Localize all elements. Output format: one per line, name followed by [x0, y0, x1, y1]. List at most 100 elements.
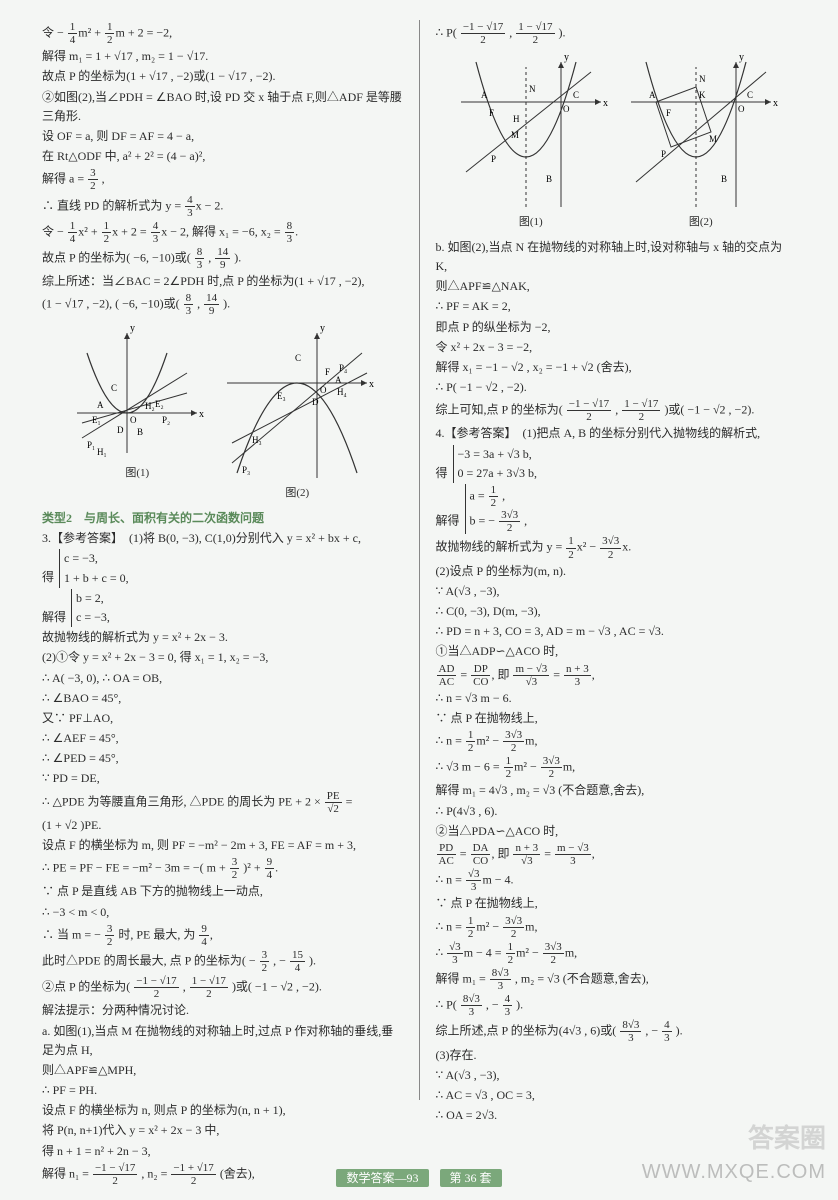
svg-text:N: N: [699, 74, 706, 84]
text-line: ∴ PF = PH.: [42, 1081, 403, 1100]
text-line: ②当△PDA∽△ACO 时,: [436, 822, 797, 841]
svg-text:O: O: [320, 385, 327, 395]
text-line: 解得 x₁ = −1 − √2 , x₂ = −1 + √2 (舍去),: [436, 358, 797, 377]
svg-text:P₁: P₁: [87, 440, 95, 450]
text-line: (1 − √17 , −2), ( −6, −10)或( 83 , 149 ).: [42, 292, 403, 317]
svg-text:O: O: [738, 104, 745, 114]
svg-text:H₂: H₂: [145, 401, 155, 411]
text-line: ∴ PD = n + 3, CO = 3, AD = m − √3 , AC =…: [436, 622, 797, 641]
svg-text:y: y: [130, 323, 135, 334]
text-line: ∴ √33m − 4 = 12m² − 3√32m,: [436, 941, 797, 966]
text-line: 解法提示：分两种情况讨论.: [42, 1001, 403, 1020]
figure-caption: 图(2): [217, 485, 377, 503]
parabola-diagram-icon: y x O A F M H N C B P: [451, 52, 611, 212]
svg-text:C: C: [111, 383, 117, 393]
figure-pair-left: y x A O C D B P₁ P₂ E₂ E₁ H₂ H₁ 图(1): [42, 323, 403, 503]
text-line: ∴ OA = 2√3.: [436, 1106, 797, 1125]
text-line: 此时△PDE 的周长最大, 点 P 的坐标为( − 32 , − 154 ).: [42, 949, 403, 974]
figure-2: y x O A F K N C B M P 图(2): [621, 52, 781, 232]
page-columns: 令 − 14m² + 12m + 2 = −2, 解得 m₁ = 1 + √17…: [0, 0, 838, 1140]
parabola-diagram-icon: y x O C D E₃ F H₃ H₄ P₃ P₄ A: [217, 323, 377, 483]
text-line: (2)设点 P 的坐标为(m, n).: [436, 562, 797, 581]
svg-text:P: P: [661, 149, 666, 159]
svg-text:C: C: [747, 90, 753, 100]
svg-text:A: A: [97, 400, 104, 410]
svg-text:F: F: [489, 108, 494, 118]
svg-text:N: N: [529, 84, 536, 94]
watermark-cn: 答案圈: [748, 1118, 826, 1160]
svg-text:M: M: [709, 134, 717, 144]
section-heading: 类型2 与周长、面积有关的二次函数问题: [42, 509, 403, 528]
figure-caption: 图(1): [451, 214, 611, 232]
text-line: ∴ PF = AK = 2,: [436, 297, 797, 316]
svg-text:D: D: [117, 425, 124, 435]
text-line: 设点 F 的横坐标为 n, 则点 P 的坐标为(n, n + 1),: [42, 1101, 403, 1120]
svg-text:B: B: [546, 174, 552, 184]
svg-text:B: B: [721, 174, 727, 184]
svg-text:H₄: H₄: [337, 387, 347, 397]
svg-text:D: D: [312, 397, 319, 407]
svg-text:A: A: [649, 90, 656, 100]
text-line: ∵ 点 P 在抛物线上,: [436, 709, 797, 728]
text-line: ADAC = DPCO, 即 m − √3√3 = n + 33,: [436, 663, 797, 688]
text-line: ∴ 直线 PD 的解析式为 y = 43x − 2.: [42, 194, 403, 219]
text-line: 即点 P 的纵坐标为 −2,: [436, 318, 797, 337]
text-line: ∴ n = 12m² − 3√32m,: [436, 915, 797, 940]
svg-text:F: F: [666, 108, 671, 118]
text-line: ∵ 点 P 在抛物线上,: [436, 894, 797, 913]
text-line: 故抛物线的解析式为 y = 12x² − 3√32x.: [436, 535, 797, 560]
svg-text:H₁: H₁: [97, 447, 107, 457]
text-line: ∵ A(√3 , −3),: [436, 582, 797, 601]
text-line: 得 n + 1 = n² + 2n − 3,: [42, 1142, 403, 1161]
text-line: ∴ C(0, −3), D(m, −3),: [436, 602, 797, 621]
svg-text:K: K: [699, 90, 706, 100]
svg-text:P₃: P₃: [242, 465, 250, 475]
text-line: 故点 P 的坐标为(1 + √17 , −2)或(1 − √17 , −2).: [42, 67, 403, 86]
figure-pair-right: y x O A F M H N C B P 图(1): [436, 52, 797, 232]
text-line: 解得 b = 2, c = −3,: [42, 589, 403, 627]
text-line: ∴ ∠AEF = 45°,: [42, 729, 403, 748]
text-line: 在 Rt△ODF 中, a² + 2² = (4 − a)²,: [42, 147, 403, 166]
svg-text:H₃: H₃: [252, 435, 262, 445]
svg-text:E₃: E₃: [277, 391, 286, 401]
text-line: 故点 P 的坐标为( −6, −10)或( 83 , 149 ).: [42, 246, 403, 271]
text-line: 得 −3 = 3a + √3 b, 0 = 27a + 3√3 b,: [436, 445, 797, 483]
text-line: 设点 F 的横坐标为 m, 则 PF = −m² − 2m + 3, FE = …: [42, 836, 403, 855]
text-line: 综上可知,点 P 的坐标为( −1 − √172 , 1 − √172 )或( …: [436, 398, 797, 423]
text-line: ②点 P 的坐标为( −1 − √172 , 1 − √172 )或( −1 −…: [42, 975, 403, 1000]
text-line: ∴ AC = √3 , OC = 3,: [436, 1086, 797, 1105]
text-line: ∴ n = √3 m − 6.: [436, 689, 797, 708]
text-line: 则△APF≌△MPH,: [42, 1061, 403, 1080]
text-line: ∴ ∠PED = 45°,: [42, 749, 403, 768]
text-line: a. 如图(1),当点 M 在抛物线的对称轴上时,过点 P 作对称轴的垂线,垂足…: [42, 1022, 403, 1060]
svg-text:x: x: [369, 379, 374, 390]
text-line: 令 x² + 2x − 3 = −2,: [436, 338, 797, 357]
text-line: 综上所述：当∠BAC = 2∠PDH 时,点 P 的坐标为(1 + √17 , …: [42, 272, 403, 291]
text-line: 解得 a = 32 ,: [42, 167, 403, 192]
column-divider: [419, 20, 420, 1100]
text-line: ∴ △PDE 为等腰直角三角形, △PDE 的周长为 PE + 2 × PE√2…: [42, 790, 403, 815]
text-line: ①当△ADP∽△ACO 时,: [436, 642, 797, 661]
watermark-en: WWW.MXQE.COM: [642, 1156, 826, 1188]
figure-caption: 图(1): [67, 465, 207, 483]
right-column: ∴ P( −1 − √172 , 1 − √172 ). y x O A F M: [424, 20, 809, 1100]
text-line: (1 + √2 )PE.: [42, 816, 403, 835]
figure-2: y x O C D E₃ F H₃ H₄ P₃ P₄ A 图(2): [217, 323, 377, 503]
text-line: 综上所述,点 P 的坐标为(4√3 , 6)或( 8√33 , − 43 ).: [436, 1019, 797, 1044]
parabola-diagram-icon: y x O A F K N C B M P: [621, 52, 781, 212]
svg-text:C: C: [573, 90, 579, 100]
text-line: 解得 a = 12 , b = − 3√32 ,: [436, 484, 797, 534]
text-line: ∴ PE = PF − FE = −m² − 3m = −( m + 32 )²…: [42, 856, 403, 881]
figure-1: y x O A F M H N C B P 图(1): [451, 52, 611, 232]
svg-text:F: F: [325, 367, 330, 377]
svg-text:M: M: [511, 130, 519, 140]
svg-text:E₂: E₂: [155, 399, 164, 409]
svg-text:x: x: [603, 98, 608, 109]
svg-text:O: O: [130, 415, 137, 425]
text-line: ∴ 当 m = − 32 时, PE 最大, 为 94,: [42, 923, 403, 948]
text-line: ∴ P(4√3 , 6).: [436, 802, 797, 821]
text-line: ∴ P( −1 − √2 , −2).: [436, 378, 797, 397]
svg-text:B: B: [137, 427, 143, 437]
svg-text:P₂: P₂: [162, 415, 170, 425]
text-line: 解得 m₁ = 8√33 , m₂ = √3 (不合题意,舍去),: [436, 967, 797, 992]
